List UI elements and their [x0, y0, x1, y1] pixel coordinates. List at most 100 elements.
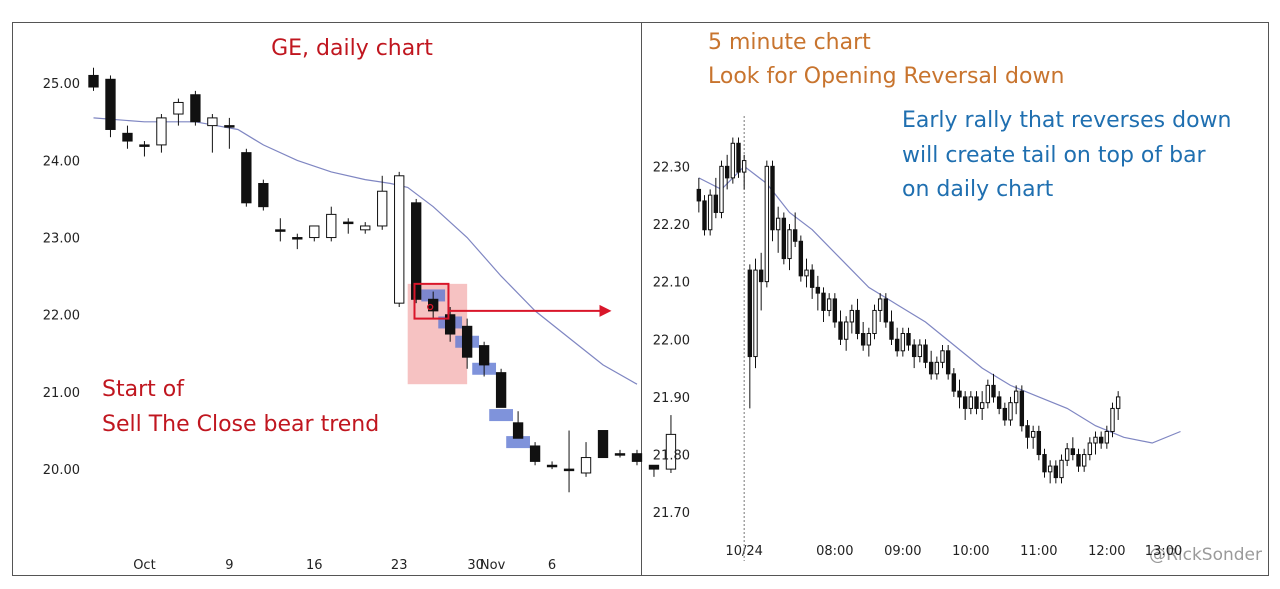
intraday-candle-body — [741, 160, 747, 173]
intraday-candle-body — [979, 402, 985, 409]
intraday-candle-body — [770, 165, 775, 231]
daily-candle-body — [648, 464, 660, 470]
intraday-x-tick-label: 10/24 — [725, 544, 762, 559]
intraday-candle-body — [1104, 430, 1110, 444]
intraday-candle-body — [713, 194, 719, 213]
intraday-candle-body — [1087, 442, 1093, 456]
intraday-y-tick-label: 21.90 — [653, 391, 690, 406]
intraday-candle-body — [866, 333, 872, 346]
daily-candle-body — [105, 78, 116, 130]
intraday-candle-body — [821, 292, 826, 311]
intraday-candle-body — [747, 269, 753, 358]
intraday-candle-body — [1013, 390, 1019, 404]
intraday-candle-body — [804, 269, 809, 277]
intraday-candle-body — [775, 217, 781, 231]
daily-candle-body — [495, 372, 507, 408]
intraday-candle-body — [753, 269, 758, 358]
daily-x-tick-label: 30 — [467, 558, 484, 573]
intraday-y-tick-label: 21.80 — [653, 449, 690, 464]
right-annotation-line-2: will create tail on top of bar — [902, 143, 1207, 168]
intraday-candle-body — [809, 269, 815, 288]
right-annotation-line-1: Early rally that reverses down — [902, 108, 1232, 133]
daily-y-tick-label: 23.00 — [43, 232, 80, 247]
intraday-y-tick-label: 22.10 — [653, 276, 690, 291]
intraday-candle-body — [872, 309, 877, 335]
intraday-candle-body — [991, 384, 996, 398]
daily-candle-body — [275, 229, 286, 232]
intraday-x-tick-label: 10:00 — [952, 544, 989, 559]
intraday-candle-body — [860, 333, 866, 346]
intraday-candle-body — [957, 390, 962, 398]
daily-sell-close-marker — [489, 409, 513, 422]
intraday-candle-body — [889, 321, 894, 340]
daily-candle-body — [241, 152, 252, 204]
intraday-candle-body — [792, 229, 798, 242]
daily-candle-body — [529, 445, 541, 462]
daily-y-tick-label: 22.00 — [43, 309, 80, 324]
daily-candle-body — [563, 468, 575, 472]
intraday-candle-body — [906, 333, 911, 346]
intraday-x-tick-label: 09:00 — [884, 544, 921, 559]
intraday-candle-body — [1008, 402, 1013, 421]
intraday-candle-body — [781, 217, 787, 260]
intraday-candle-body — [1042, 454, 1047, 473]
intraday-candle-body — [945, 350, 951, 375]
intraday-candle-body — [849, 309, 855, 323]
daily-x-tick-label: Oct — [133, 558, 155, 573]
intraday-candle-body — [798, 240, 804, 277]
intraday-candle-body — [951, 373, 957, 392]
intraday-candle-body — [917, 344, 923, 358]
intraday-candle-body — [1036, 430, 1042, 456]
daily-candle-body — [444, 314, 456, 335]
daily-y-tick-label: 25.00 — [43, 77, 80, 92]
intraday-candle-body — [855, 309, 860, 335]
daily-x-tick-label: 6 — [548, 558, 556, 573]
right-plot-area: 22.30 22.20 22.10 22.00 21.90 21.80 21.70 10/24… — [653, 116, 1182, 561]
intraday-candle-body — [707, 194, 713, 231]
intraday-candle-body — [758, 269, 764, 283]
intraday-candle-body — [940, 350, 945, 363]
daily-candle-body — [224, 125, 235, 128]
daily-candle-body — [139, 144, 150, 147]
intraday-candle-body — [911, 344, 917, 358]
left-chart-title: GE, daily chart — [271, 36, 433, 61]
daily-x-tick-label: 9 — [225, 558, 233, 573]
daily-x-tick-label: 23 — [391, 558, 408, 573]
intraday-candle-body — [996, 396, 1002, 409]
daily-candle-body — [665, 433, 677, 470]
intraday-candle-body — [1098, 436, 1104, 444]
intraday-candle-body — [1059, 459, 1064, 479]
daily-x-tick-label: Nov — [480, 558, 506, 573]
right-panel-frame — [641, 22, 1269, 576]
intraday-candle-body — [736, 142, 741, 173]
intraday-candle-body — [787, 229, 792, 260]
daily-candle-body — [258, 183, 269, 208]
daily-candle-body — [580, 457, 592, 474]
intraday-x-tick-label: 08:00 — [816, 544, 853, 559]
intraday-candle-body — [696, 188, 702, 202]
right-chart-title-line-2: Look for Opening Reversal down — [708, 64, 1064, 89]
daily-candle-body — [360, 225, 371, 231]
intraday-candle-body — [764, 165, 770, 283]
daily-y-tick-label: 21.00 — [43, 386, 80, 401]
intraday-candle-body — [730, 142, 736, 179]
daily-sell-close-marker — [506, 436, 530, 449]
intraday-candle-body — [928, 361, 934, 375]
intraday-y-tick-label: 22.00 — [653, 333, 690, 348]
intraday-candle-body — [1047, 465, 1053, 473]
intraday-candle-body — [1115, 396, 1121, 409]
daily-x-tick-label: 16 — [306, 558, 323, 573]
intraday-candle-body — [894, 338, 900, 352]
intraday-y-tick-label: 21.70 — [653, 506, 690, 521]
daily-moving-average-line — [93, 117, 638, 385]
daily-candle-body — [394, 175, 405, 304]
intraday-candle-body — [702, 200, 707, 231]
daily-candle-body — [411, 202, 422, 300]
intraday-candle-body — [1064, 448, 1070, 461]
intraday-y-tick-label: 22.30 — [653, 160, 690, 175]
intraday-candle-body — [1110, 407, 1115, 432]
daily-candle-body — [292, 237, 303, 240]
daily-candle-body — [614, 453, 626, 456]
